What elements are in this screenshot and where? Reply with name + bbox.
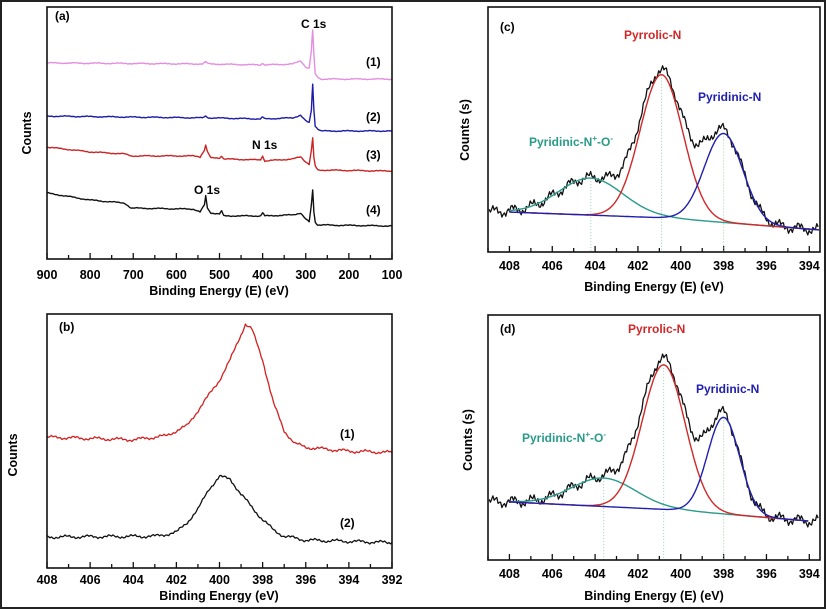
x-tick-label: 406 [80, 573, 101, 587]
series-label-1: (1) [366, 55, 381, 69]
x-tick-label: 406 [542, 259, 563, 273]
plot-area-d: 408 406 404 402 400 398 396 394 [487, 314, 821, 581]
series-label-3: (3) [366, 148, 381, 162]
x-tick-label: 396 [295, 573, 316, 587]
x-tick-label: 400 [209, 573, 230, 587]
x-tick-label: 398 [252, 573, 273, 587]
series-line-2 [47, 137, 393, 173]
fit-component-pyridinic-n [509, 132, 819, 231]
x-tick-label: 800 [80, 268, 101, 282]
x-tick-label: 398 [713, 567, 734, 581]
annotation-c1s: C 1s [301, 17, 327, 31]
y-axis-title: Counts (s) [461, 409, 475, 471]
panel-b-tag: (b) [59, 320, 74, 334]
panel-a-tag: (a) [55, 9, 70, 23]
series-label-2: (2) [366, 110, 381, 124]
x-tick-label: 900 [37, 268, 58, 282]
x-tick-label: 400 [670, 259, 691, 273]
label-pyridinic-n: Pyridinic-N [696, 382, 759, 396]
plot-area-a: 900 800 700 600 500 400 300 200 100 [37, 6, 403, 282]
label-pyridinic-n-oxide: Pyridinic-N+-O- [529, 134, 613, 149]
x-axis-title: Binding Energy (E) (eV) [584, 589, 724, 603]
plot-area-b: 408 406 404 402 400 398 396 394 392 [37, 313, 403, 587]
x-tick-label: 402 [628, 567, 649, 581]
y-axis-title: Counts (s) [458, 99, 472, 161]
x-tick-label: 500 [209, 268, 230, 282]
series-line-1 [46, 83, 393, 133]
x-tick-label: 404 [585, 567, 606, 581]
x-tick-label: 404 [123, 573, 144, 587]
x-tick-label: 404 [585, 259, 606, 273]
panel-c: (c) Pyrrolic-N Pyridinic-N Pyridinic-N+-… [458, 20, 761, 294]
y-axis-title: Counts [20, 111, 34, 154]
series-line-3 [46, 189, 393, 228]
plot-frame [487, 6, 821, 253]
x-tick-label: 100 [382, 268, 403, 282]
plot-frame [46, 6, 393, 260]
x-tick-label: 700 [123, 268, 144, 282]
x-tick-label: 408 [499, 259, 520, 273]
series-label-1: (1) [340, 427, 355, 441]
x-axis-title: Binding Energy (E) (eV) [584, 280, 724, 294]
x-tick-label: 402 [166, 573, 187, 587]
x-tick-label: 400 [252, 268, 273, 282]
annotation-o1s: O 1s [194, 183, 220, 197]
plot-frame [46, 313, 393, 569]
x-axis-title: Binding Energy (eV) [159, 589, 278, 603]
plot-frame [487, 314, 821, 561]
series-line-0 [46, 29, 393, 81]
annotation-n1s: N 1s [252, 138, 278, 152]
x-axis-title: Binding Energy (E) (eV) [149, 284, 289, 298]
measured-spectrum [488, 353, 819, 528]
panel-d: (d) Pyrrolic-N Pyridinic-N Pyridinic-N+-… [461, 322, 759, 603]
x-tick-label: 402 [628, 259, 649, 273]
x-tick-label: 408 [37, 573, 58, 587]
panel-d-tag: (d) [500, 322, 515, 336]
x-tick-label: 394 [338, 573, 359, 587]
x-tick-label: 396 [756, 259, 777, 273]
series-line-1 [46, 474, 393, 545]
measured-spectrum [488, 65, 819, 236]
y-axis-title: Counts [6, 433, 20, 476]
x-tick-label: 400 [670, 567, 691, 581]
x-tick-label: 600 [166, 268, 187, 282]
panel-b: (b) (1) (2) Binding Energy (eV) Counts [6, 320, 355, 603]
x-tick-label: 406 [542, 567, 563, 581]
x-tick-label: 394 [799, 259, 820, 273]
panel-a: (a) C 1s N 1s O 1s (1) (2) (3) (4) Bindi… [20, 9, 381, 298]
series-label-2: (2) [340, 516, 355, 530]
series-line-0 [46, 323, 393, 455]
x-tick-label: 408 [499, 567, 520, 581]
x-tick-label: 396 [756, 567, 777, 581]
x-tick-label: 300 [295, 268, 316, 282]
x-tick-label: 394 [799, 567, 820, 581]
label-pyrrolic-n: Pyrrolic-N [624, 28, 681, 42]
x-tick-label: 398 [713, 259, 734, 273]
panel-c-tag: (c) [500, 20, 515, 34]
x-tick-label: 392 [382, 573, 403, 587]
label-pyridinic-n-oxide: Pyridinic-N+-O- [522, 430, 606, 445]
plot-area-c: 408 406 404 402 400 398 396 394 [487, 6, 821, 273]
fit-component-pyridinic-n [509, 416, 809, 522]
series-label-4: (4) [366, 203, 381, 217]
label-pyridinic-n: Pyridinic-N [698, 90, 761, 104]
label-pyrrolic-n: Pyrrolic-N [628, 322, 685, 336]
x-tick-label: 200 [338, 268, 359, 282]
